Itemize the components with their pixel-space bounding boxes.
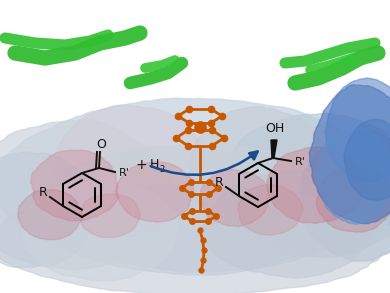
Polygon shape	[30, 150, 119, 221]
Polygon shape	[316, 168, 390, 232]
Text: 2: 2	[160, 164, 165, 173]
Text: R': R'	[294, 157, 305, 167]
Text: +: +	[135, 158, 147, 172]
Polygon shape	[188, 106, 333, 229]
Polygon shape	[0, 120, 175, 270]
Text: H: H	[149, 159, 159, 171]
Polygon shape	[199, 170, 269, 226]
Polygon shape	[22, 181, 179, 281]
Polygon shape	[18, 190, 83, 240]
Polygon shape	[0, 98, 390, 272]
Polygon shape	[267, 147, 364, 223]
Text: R: R	[39, 187, 47, 200]
Polygon shape	[301, 130, 390, 261]
Polygon shape	[309, 85, 390, 224]
Polygon shape	[203, 171, 374, 278]
Polygon shape	[224, 113, 390, 257]
Text: R: R	[215, 176, 223, 190]
Polygon shape	[80, 194, 140, 238]
Polygon shape	[271, 140, 277, 158]
Polygon shape	[35, 145, 358, 275]
Text: O: O	[96, 137, 106, 151]
Polygon shape	[55, 105, 206, 236]
Polygon shape	[115, 161, 194, 222]
Polygon shape	[0, 152, 97, 268]
Polygon shape	[238, 185, 303, 235]
Polygon shape	[317, 126, 390, 224]
Polygon shape	[344, 119, 390, 200]
Polygon shape	[0, 185, 390, 293]
Text: OH: OH	[265, 122, 285, 135]
Text: R': R'	[119, 168, 129, 178]
Polygon shape	[325, 78, 390, 182]
